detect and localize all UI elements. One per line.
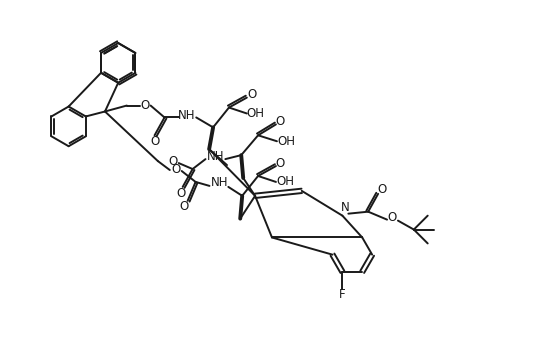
Text: O: O [247, 88, 256, 101]
Text: O: O [276, 157, 285, 170]
Text: O: O [168, 155, 177, 167]
Text: O: O [150, 135, 159, 148]
Text: NH: NH [207, 149, 224, 163]
Text: NH: NH [211, 176, 228, 189]
Text: O: O [179, 200, 188, 213]
Text: O: O [140, 99, 150, 112]
Text: NH: NH [177, 109, 195, 122]
Text: O: O [377, 183, 386, 197]
Text: F: F [339, 288, 346, 301]
Text: O: O [176, 187, 185, 200]
Text: O: O [171, 163, 181, 175]
Text: O: O [276, 115, 285, 128]
Text: O: O [388, 211, 397, 224]
Text: OH: OH [278, 135, 296, 148]
Text: OH: OH [247, 107, 265, 120]
Text: N: N [341, 201, 350, 214]
Text: OH: OH [277, 175, 295, 189]
